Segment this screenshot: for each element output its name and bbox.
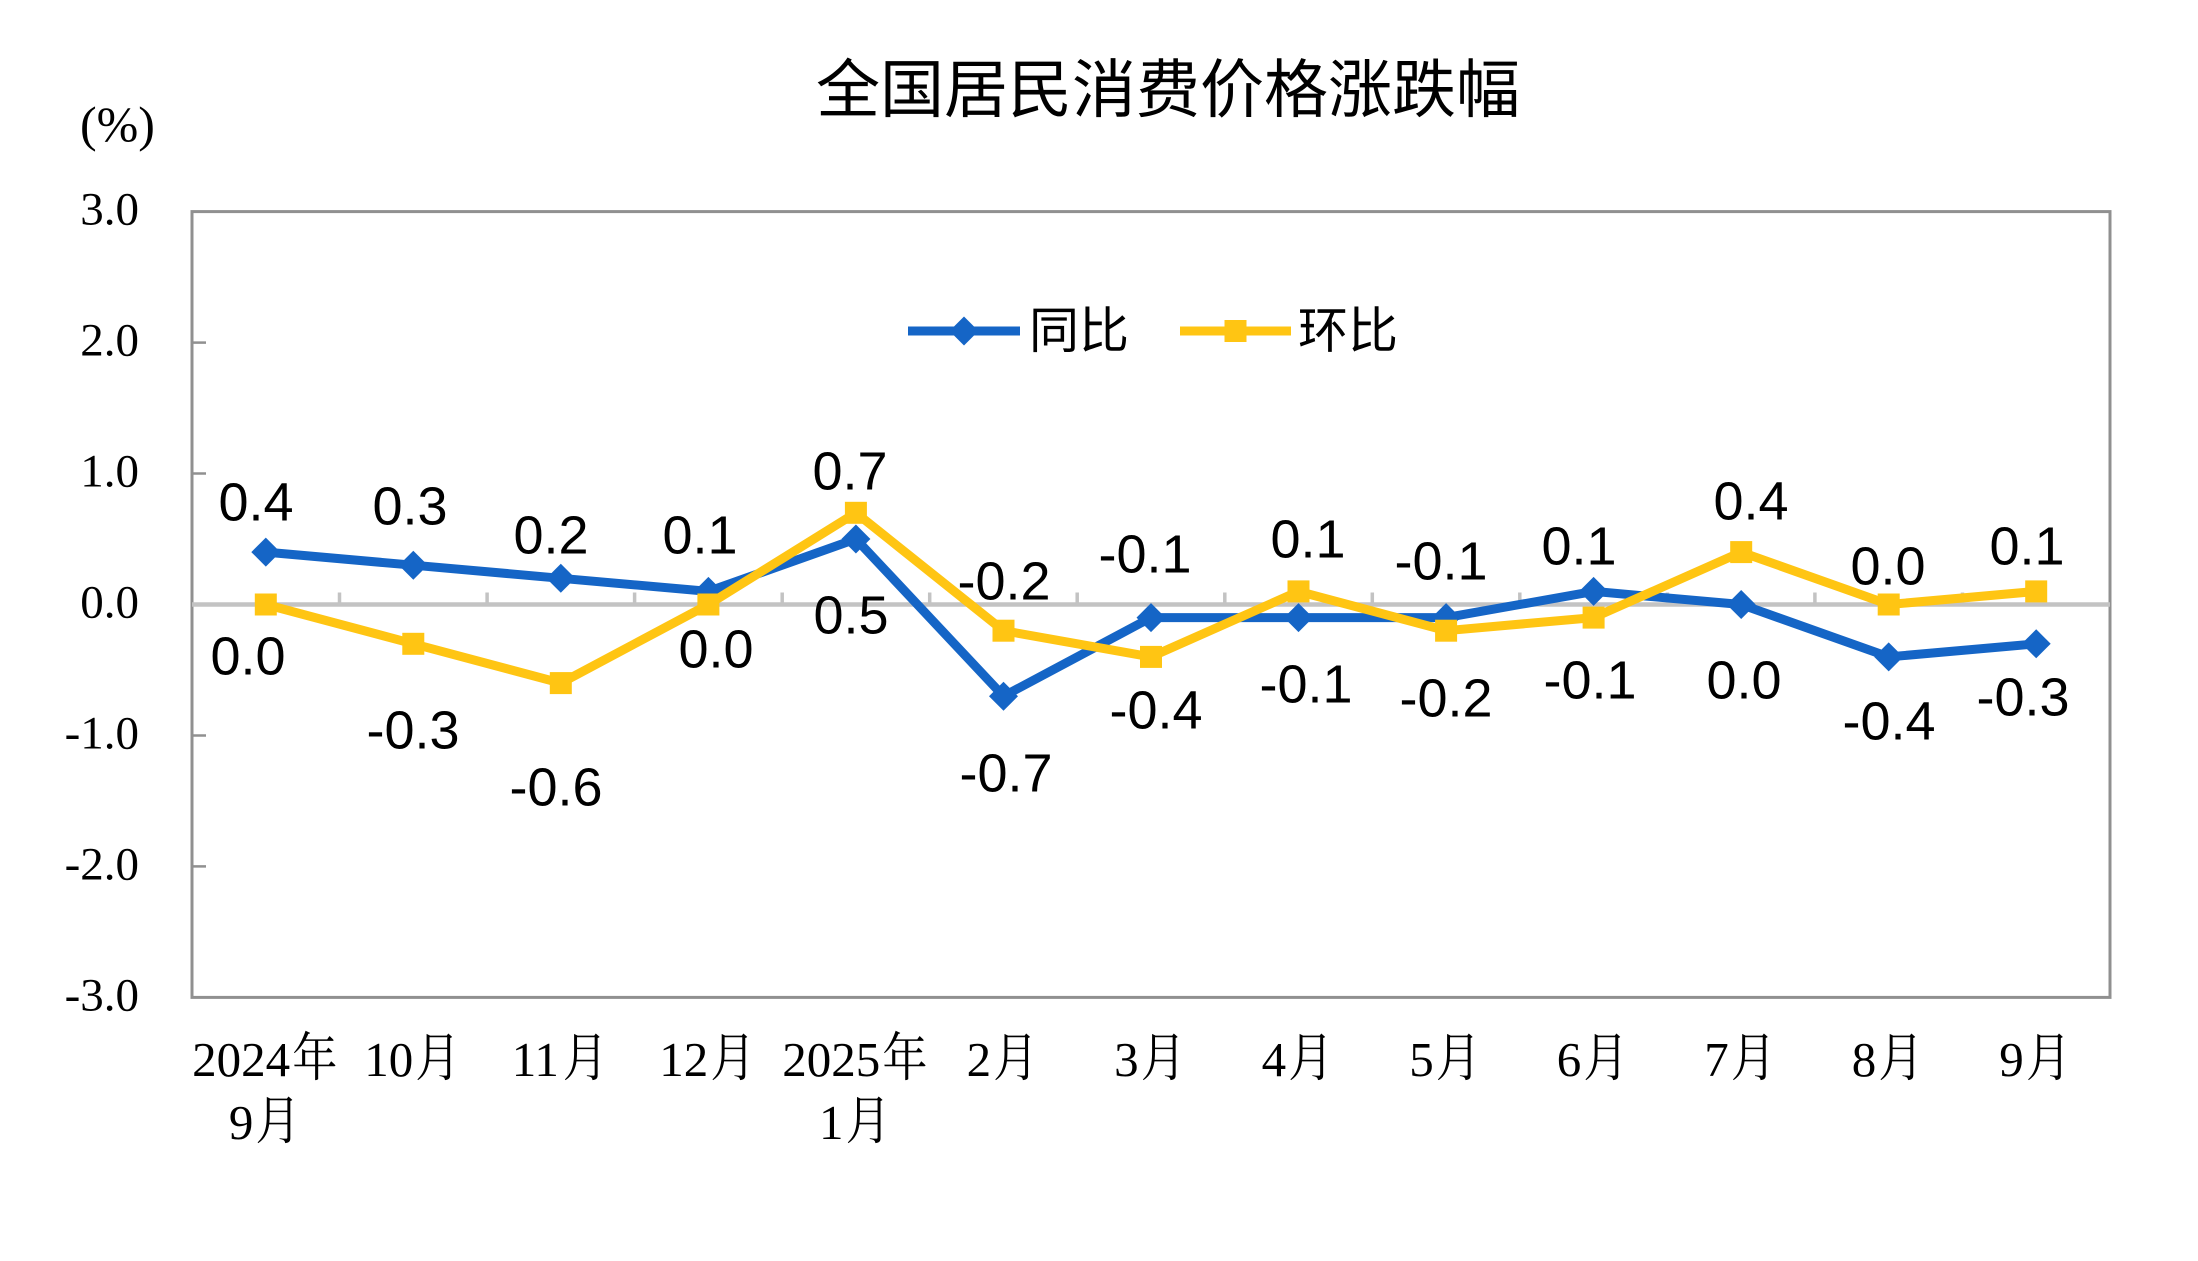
svg-text:9: 9: [1999, 1032, 2024, 1087]
svg-text:0.0: 0.0: [1706, 651, 1781, 711]
svg-text:5: 5: [1409, 1032, 1434, 1087]
svg-text:0.1: 0.1: [1989, 517, 2064, 577]
svg-text:9: 9: [229, 1095, 254, 1150]
svg-text:11: 11: [512, 1032, 559, 1087]
svg-text:-3.0: -3.0: [65, 969, 139, 1021]
svg-text:2: 2: [967, 1032, 992, 1087]
svg-text:-0.4: -0.4: [1842, 692, 1935, 752]
svg-text:1.0: 1.0: [80, 446, 139, 498]
svg-text:3.0: 3.0: [80, 184, 139, 236]
svg-text:-0.1: -0.1: [1259, 655, 1352, 715]
svg-text:4: 4: [1262, 1032, 1287, 1087]
svg-text:0.2: 0.2: [513, 506, 588, 566]
svg-text:12: 12: [659, 1032, 708, 1087]
svg-text:10: 10: [364, 1032, 413, 1087]
svg-text:(%): (%): [80, 96, 155, 152]
svg-text:-0.6: -0.6: [509, 758, 602, 818]
svg-text:-0.1: -0.1: [1543, 651, 1636, 711]
svg-text:0.0: 0.0: [678, 620, 753, 680]
svg-text:6: 6: [1557, 1032, 1582, 1087]
svg-text:2025: 2025: [782, 1032, 880, 1087]
svg-text:0.5: 0.5: [813, 586, 888, 646]
svg-text:-0.2: -0.2: [957, 552, 1050, 612]
svg-text:-1.0: -1.0: [65, 708, 139, 760]
svg-text:-0.4: -0.4: [1109, 681, 1202, 741]
svg-text:0.7: 0.7: [812, 442, 887, 502]
svg-text:8: 8: [1852, 1032, 1877, 1087]
svg-text:-0.2: -0.2: [1399, 669, 1492, 729]
svg-text:-0.7: -0.7: [959, 744, 1052, 804]
svg-text:0.0: 0.0: [210, 627, 285, 687]
svg-text:0.4: 0.4: [218, 473, 293, 533]
svg-text:-0.3: -0.3: [1976, 668, 2069, 728]
svg-text:-0.1: -0.1: [1098, 525, 1191, 585]
svg-text:7: 7: [1704, 1032, 1729, 1087]
svg-text:3: 3: [1114, 1032, 1139, 1087]
svg-text:0.1: 0.1: [662, 506, 737, 566]
svg-text:0.0: 0.0: [80, 577, 139, 629]
svg-text:-0.1: -0.1: [1394, 532, 1487, 592]
svg-text:-0.3: -0.3: [366, 701, 459, 761]
svg-text:2.0: 2.0: [80, 315, 139, 367]
svg-text:-2.0: -2.0: [65, 838, 139, 890]
svg-text:0.3: 0.3: [372, 477, 447, 537]
svg-text:0.4: 0.4: [1713, 472, 1788, 532]
svg-text:0.1: 0.1: [1270, 510, 1345, 570]
svg-text:0.0: 0.0: [1850, 537, 1925, 597]
svg-text:1: 1: [819, 1095, 844, 1150]
svg-text:0.1: 0.1: [1541, 517, 1616, 577]
svg-text:2024: 2024: [192, 1032, 290, 1087]
